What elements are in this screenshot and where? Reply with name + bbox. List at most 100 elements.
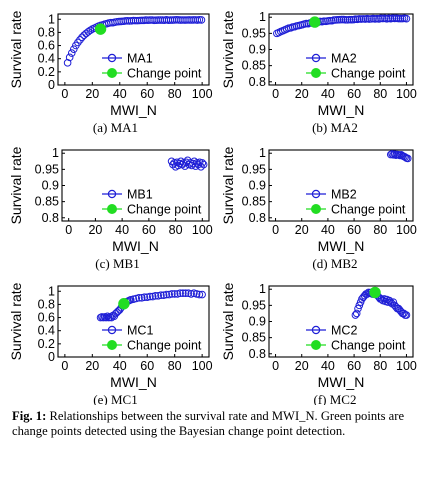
plot-frame (57, 285, 210, 358)
x-tick-label: 20 (88, 223, 102, 237)
x-tick-label: 80 (373, 359, 387, 373)
legend-change-marker (107, 204, 117, 214)
x-tick-label: 100 (192, 223, 213, 237)
x-tick-label: 40 (321, 87, 335, 101)
x-tick-label: 0 (272, 87, 279, 101)
data-point (337, 15, 346, 24)
caption-text: Relationships between the survival rate … (12, 409, 405, 438)
legend-change-label: Change point (331, 339, 406, 353)
y-tick-label: 0 (48, 350, 55, 364)
data-point (162, 290, 171, 299)
data-point (402, 14, 411, 23)
x-tick-label: 60 (140, 87, 154, 101)
data-point (345, 15, 354, 24)
x-tick-label: 20 (85, 87, 99, 101)
data-point (192, 290, 201, 298)
data-point (86, 26, 95, 35)
data-point (347, 15, 356, 24)
data-point (168, 290, 176, 298)
data-point (402, 311, 411, 319)
legend-series-label: MC1 (127, 324, 153, 338)
data-point (384, 298, 392, 306)
subfigure-caption: (d) MB2 (312, 256, 357, 271)
chart-mc1: 0 20 40 60 80 10000.20.40.60.81MWI_NSurvival … (8, 282, 213, 405)
y-tick-label: 0.8 (38, 25, 55, 39)
x-tick-label: 100 (192, 359, 213, 373)
y-axis-label: Survival rate (220, 282, 236, 360)
chart-ma1: 0 20 40 60 80 10000.20.40.60.81MWI_NSurvival … (8, 10, 213, 135)
y-tick-label: 0.9 (249, 315, 266, 329)
x-tick-label: 0 (61, 87, 68, 101)
data-point (154, 292, 163, 300)
legend-change-label: Change point (331, 203, 406, 217)
x-tick-label: 40 (321, 359, 335, 373)
legend-series-marker (311, 189, 321, 199)
data-point (67, 49, 76, 57)
x-axis-label: MWI_N (112, 238, 159, 254)
x-tick-label: 0 (272, 223, 279, 237)
data-point (137, 294, 146, 302)
figure: 0 20 40 60 80 10000.20.40.60.81MWI_NSurvival … (8, 10, 417, 405)
x-tick-label: 60 (347, 359, 361, 373)
legend-series-label: MA1 (127, 52, 153, 66)
y-tick-label: 0.9 (249, 43, 266, 57)
y-tick-label: 0.8 (42, 211, 59, 225)
x-tick-label: 40 (113, 359, 127, 373)
y-tick-label: 0.9 (249, 179, 266, 193)
x-tick-label: 100 (192, 87, 213, 101)
data-point (65, 53, 74, 62)
x-tick-label: 60 (140, 359, 154, 373)
caption-label: Fig. 1: (12, 409, 47, 423)
data-point (197, 16, 206, 24)
data-point (394, 14, 403, 23)
subfigure-caption: (f) MC2 (314, 392, 357, 405)
y-tick-label: 0.8 (249, 211, 266, 225)
data-point (159, 291, 168, 300)
data-point (143, 293, 152, 301)
legend-change-marker (311, 340, 321, 350)
chart-mb1: 0 20 40 60 80 100 0.8 0.85 0.9 0.95 1 MWI_N Survival… (8, 146, 213, 271)
subfigure-caption: (c) MB1 (95, 256, 139, 271)
data-point (78, 33, 86, 42)
data-point (181, 289, 190, 298)
x-tick-label: 20 (295, 223, 309, 237)
y-tick-label: 0.85 (35, 195, 59, 209)
y-tick-label: 0.95 (35, 162, 59, 176)
y-tick-label: 0.85 (242, 195, 266, 209)
x-tick-label: 60 (142, 223, 156, 237)
y-tick-label: 0.2 (38, 337, 55, 351)
data-point (129, 295, 138, 303)
x-tick-label: 80 (169, 223, 183, 237)
change-point-marker (309, 16, 321, 28)
figure-caption: Fig. 1: Relationships between the surviv… (12, 409, 440, 439)
data-point (377, 295, 386, 303)
legend-series-marker (107, 53, 117, 63)
x-tick-label: 80 (168, 87, 182, 101)
legend-change-marker (311, 204, 321, 214)
legend-change-marker (107, 68, 117, 78)
legend-series-marker (107, 189, 117, 199)
change-point-marker (94, 23, 107, 35)
data-point (352, 309, 361, 318)
y-axis-label: Survival rate (220, 146, 236, 224)
y-tick-label: 0 (48, 78, 55, 92)
data-point (69, 45, 78, 53)
y-tick-label: 0.85 (242, 331, 266, 345)
data-point (197, 162, 205, 171)
y-tick-label: 0.95 (242, 26, 266, 40)
data-point (351, 311, 360, 319)
x-tick-label: 40 (115, 223, 129, 237)
data-point (187, 290, 195, 298)
y-tick-label: 1 (259, 282, 266, 296)
data-point (102, 313, 110, 322)
data-point (176, 289, 184, 298)
chart-ma2: 0 20 40 60 80 100 0.8 0.85 0.9 0.95 1 MWI_N Survival… (220, 10, 417, 135)
x-tick-label: 20 (85, 359, 99, 373)
y-tick-label: 0.2 (38, 65, 55, 79)
data-point (170, 290, 179, 298)
